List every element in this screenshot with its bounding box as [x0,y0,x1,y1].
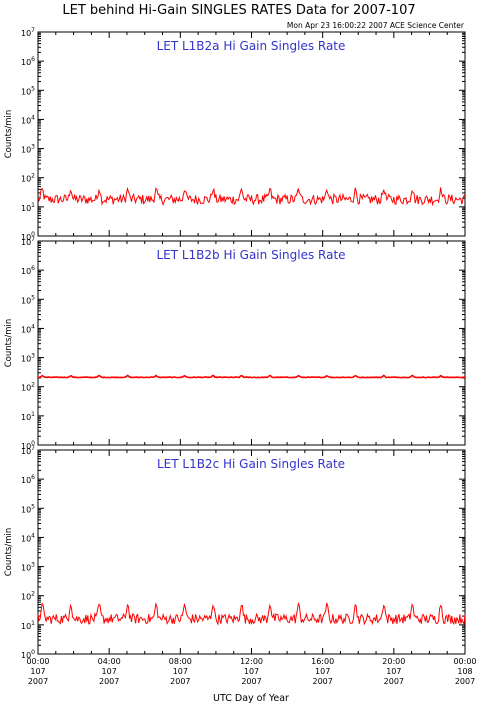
panels: 100 101 102 103 104 105 106 107 Counts/min LET L1… [4,27,477,686]
x-axis-label: UTC Day of Year [213,693,289,704]
x-tick-label-time: 20:00 [382,657,405,666]
y-tick-label: 100 [21,440,35,451]
x-tick-label-year: 2007 [241,677,261,686]
data-series-line [37,374,466,379]
x-tick-label-doy: 107 [30,667,45,676]
y-axis-label: Counts/min [4,319,14,368]
y-tick-label: 106 [21,474,35,485]
generation-timestamp: Mon Apr 23 16:00:22 2007 ACE Science Cen… [287,21,465,30]
x-tick-label-doy: 107 [173,667,188,676]
y-tick-label: 106 [21,56,35,67]
x-tick-label-doy: 108 [457,667,472,676]
x-tick-label-doy: 107 [102,667,117,676]
x-tick-label-year: 2007 [455,677,475,686]
x-tick-label-year: 2007 [384,677,404,686]
y-tick-label: 103 [21,353,35,364]
x-tick-label-year: 2007 [170,677,190,686]
y-tick-label: 100 [21,649,35,660]
y-tick-label: 107 [21,27,35,38]
x-tick-label-time: 08:00 [169,657,192,666]
panel-1: 100 101 102 103 104 105 106 107 Counts/min LET L1… [4,27,466,242]
y-tick-label: 100 [21,231,35,242]
y-tick-label: 103 [21,562,35,573]
y-tick-label: 101 [21,411,35,422]
data-series-line [37,186,466,207]
y-tick-label: 101 [21,620,35,631]
x-tick-label-time: 00:00 [453,657,476,666]
figure-title: LET behind Hi-Gain SINGLES RATES Data fo… [62,3,415,18]
panel-3: 100 101 102 103 104 105 106 107 Counts/min LET L1… [4,445,477,686]
panel-title: LET L1B2b Hi Gain Singles Rate [156,248,345,262]
y-tick-label: 104 [21,532,35,543]
y-tick-label: 103 [21,144,35,155]
y-tick-label: 102 [21,591,35,602]
y-tick-label: 106 [21,265,35,276]
y-axis-label: Counts/min [4,528,14,577]
x-tick-label-doy: 107 [315,667,330,676]
y-tick-label: 107 [21,445,35,456]
x-tick-label-time: 00:00 [26,657,49,666]
panel-2: 100 101 102 103 104 105 106 107 Counts/min LET L1… [4,236,466,451]
y-tick-label: 105 [21,503,35,514]
x-tick-label-time: 16:00 [311,657,334,666]
y-tick-label: 104 [21,114,35,125]
y-tick-label: 102 [21,173,35,184]
y-tick-label: 102 [21,382,35,393]
x-tick-label-doy: 107 [244,667,259,676]
x-tick-label-year: 2007 [99,677,119,686]
y-tick-label: 101 [21,202,35,213]
data-series-line [37,601,466,626]
plot-frame [37,240,466,446]
plot-frame [37,31,466,237]
x-tick-label-year: 2007 [28,677,48,686]
x-tick-label-year: 2007 [312,677,332,686]
y-axis-label: Counts/min [4,110,14,159]
x-tick-label-doy: 107 [386,667,401,676]
panel-title: LET L1B2c Hi Gain Singles Rate [157,457,345,471]
x-tick-label-time: 12:00 [240,657,263,666]
y-tick-label: 105 [21,294,35,305]
y-tick-label: 105 [21,85,35,96]
y-tick-label: 104 [21,323,35,334]
y-tick-label: 107 [21,236,35,247]
panel-title: LET L1B2a Hi Gain Singles Rate [157,39,346,53]
x-tick-label-time: 04:00 [98,657,121,666]
